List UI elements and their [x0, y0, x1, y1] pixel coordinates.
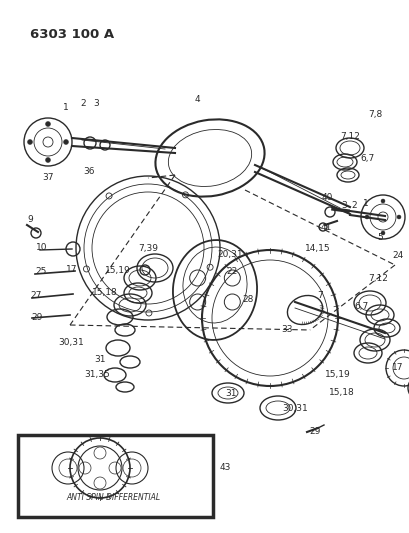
Ellipse shape	[364, 215, 368, 219]
Text: ANTI SPIN DIFFERENTIAL: ANTI SPIN DIFFERENTIAL	[66, 494, 160, 503]
Text: 25: 25	[35, 268, 47, 277]
Text: 14,15: 14,15	[304, 244, 330, 253]
Text: 7: 7	[316, 290, 322, 300]
Text: 36: 36	[83, 167, 94, 176]
Text: 15,18: 15,18	[92, 288, 118, 297]
Text: 31: 31	[225, 389, 236, 398]
Text: 30,31: 30,31	[281, 403, 307, 413]
Text: 7,12: 7,12	[339, 133, 359, 141]
Text: 6303 100 A: 6303 100 A	[30, 28, 114, 41]
Text: 31,35: 31,35	[84, 369, 110, 378]
Text: 29: 29	[308, 427, 320, 437]
Text: 30,31: 30,31	[58, 338, 84, 348]
Bar	[18, 435, 213, 517]
Text: 9: 9	[27, 215, 33, 224]
Text: 17: 17	[391, 364, 403, 373]
Text: 6,7: 6,7	[354, 303, 368, 311]
Text: 40: 40	[321, 192, 332, 201]
Text: 15,18: 15,18	[328, 389, 354, 398]
Text: 10: 10	[36, 244, 47, 253]
Text: 7,8: 7,8	[367, 110, 381, 119]
Text: 22: 22	[226, 268, 237, 277]
Text: 1: 1	[362, 199, 368, 208]
Text: 27: 27	[30, 290, 42, 300]
Text: 31: 31	[94, 354, 106, 364]
Text: 4: 4	[194, 95, 199, 104]
Text: 28: 28	[242, 295, 253, 304]
Text: 2: 2	[80, 99, 85, 108]
Text: 29: 29	[31, 312, 43, 321]
Text: 2: 2	[351, 200, 356, 209]
Text: 7,12: 7,12	[367, 273, 387, 282]
Ellipse shape	[45, 122, 50, 126]
Text: 3: 3	[340, 200, 346, 209]
Ellipse shape	[380, 231, 384, 235]
Ellipse shape	[27, 140, 32, 144]
Text: 41: 41	[319, 222, 331, 231]
Text: 17: 17	[66, 265, 78, 274]
Text: 6,7: 6,7	[360, 154, 374, 163]
Ellipse shape	[380, 199, 384, 203]
Text: 3: 3	[93, 100, 99, 109]
Text: 37: 37	[42, 174, 54, 182]
Text: 43: 43	[220, 464, 231, 472]
Ellipse shape	[63, 140, 68, 144]
Text: 15,19: 15,19	[324, 370, 350, 379]
Ellipse shape	[396, 215, 400, 219]
Text: 5: 5	[376, 232, 382, 241]
Text: 20,31: 20,31	[217, 251, 242, 260]
Ellipse shape	[45, 157, 50, 163]
Text: 7,39: 7,39	[138, 245, 157, 254]
Text: 1: 1	[63, 103, 69, 112]
Text: 33: 33	[281, 326, 292, 335]
Text: 24: 24	[391, 252, 402, 261]
Text: 15,19: 15,19	[105, 265, 130, 274]
